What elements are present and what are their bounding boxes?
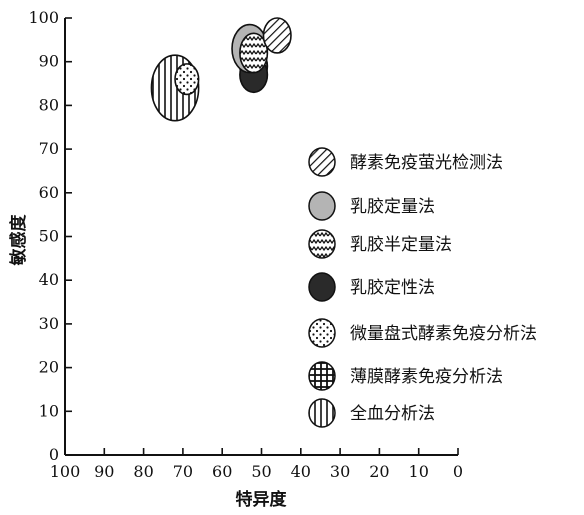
legend-swatch-zigzag [308,229,336,259]
x-tick-label: 60 [212,462,232,481]
legend-label: 乳胶半定量法 [350,235,452,255]
y-axis-title: 敏感度 [8,214,29,267]
y-tick-label: 70 [39,139,59,158]
y-tick-label: 100 [28,8,59,27]
legend-label: 微量盘式酵素免疫分析法 [350,324,537,344]
x-tick-label: 0 [453,462,463,481]
x-tick-label: 90 [94,462,114,481]
y-tick-label: 40 [39,270,59,289]
x-axis-title: 特异度 [236,489,288,510]
legend-swatch-grid [308,361,336,391]
y-tick-label: 10 [39,401,59,420]
y-tick-label: 90 [39,52,59,71]
bubble-zigzag [239,32,269,74]
x-tick-label: 40 [291,462,311,481]
x-tick-label: 20 [369,462,389,481]
legend: 酵素免疫萤光检测法乳胶定量法乳胶半定量法乳胶定性法微量盘式酵素免疫分析法薄膜酵素… [308,147,537,428]
legend-swatch-diagonal-hatch [308,147,336,177]
legend-label: 薄膜酵素免疫分析法 [350,367,503,387]
legend-label: 乳胶定性法 [350,278,435,298]
x-tick-label: 80 [133,462,153,481]
legend-swatch-solid-black [308,272,336,302]
legend-swatch-solid-gray [308,191,336,221]
y-tick-label: 60 [39,183,59,202]
x-tick-label: 50 [251,462,271,481]
bubble-diagonal-hatch [262,17,292,54]
legend-label: 酵素免疫萤光检测法 [350,153,503,173]
y-tick-label: 30 [39,314,59,333]
legend-label: 全血分析法 [350,404,435,424]
bubble-dots [174,63,200,96]
x-tick-label: 70 [173,462,193,481]
legend-swatch-dots [308,318,336,348]
bubbles [150,17,292,122]
x-tick-label: 30 [330,462,350,481]
legend-swatch-vertical-lines [308,398,336,428]
x-tick-label: 100 [50,462,81,481]
y-tick-label: 20 [39,358,59,377]
y-tick-label: 80 [39,95,59,114]
x-tick-label: 10 [409,462,429,481]
legend-label: 乳胶定量法 [350,197,435,217]
y-tick-label: 0 [49,445,59,464]
y-tick-label: 50 [39,227,59,246]
